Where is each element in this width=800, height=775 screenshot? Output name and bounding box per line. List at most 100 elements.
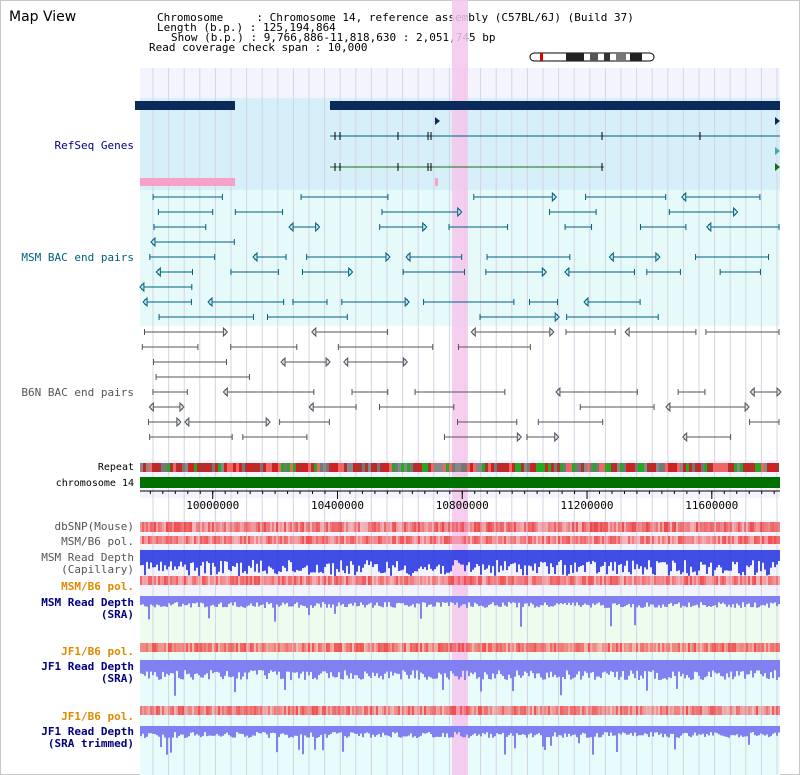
repeat-element[interactable] bbox=[629, 463, 632, 472]
repeat-element[interactable] bbox=[722, 463, 725, 472]
repeat-element[interactable] bbox=[593, 463, 596, 472]
track-label-repeat[interactable]: Repeat bbox=[98, 462, 134, 473]
repeat-element[interactable] bbox=[413, 463, 416, 472]
repeat-element[interactable] bbox=[743, 463, 746, 472]
quant-track-label[interactable]: JF1 Read Depth bbox=[41, 725, 134, 738]
repeat-element[interactable] bbox=[218, 463, 221, 472]
gene-arrow[interactable] bbox=[435, 117, 440, 125]
repeat-element[interactable] bbox=[263, 463, 266, 472]
repeat-element[interactable] bbox=[719, 463, 722, 472]
repeat-element[interactable] bbox=[704, 463, 707, 472]
repeat-element[interactable] bbox=[371, 463, 374, 472]
repeat-element[interactable] bbox=[767, 463, 770, 472]
repeat-element[interactable] bbox=[620, 463, 623, 472]
repeat-element[interactable] bbox=[398, 463, 401, 472]
repeat-element[interactable] bbox=[587, 463, 590, 472]
repeat-element[interactable] bbox=[728, 463, 731, 472]
repeat-element[interactable] bbox=[281, 463, 284, 472]
quant-track-label[interactable]: MSM Read Depth bbox=[41, 596, 134, 609]
repeat-element[interactable] bbox=[173, 463, 176, 472]
repeat-element[interactable] bbox=[155, 463, 158, 472]
repeat-element[interactable] bbox=[677, 463, 680, 472]
repeat-element[interactable] bbox=[248, 463, 251, 472]
repeat-element[interactable] bbox=[242, 463, 245, 472]
repeat-element[interactable] bbox=[440, 463, 443, 472]
repeat-element[interactable] bbox=[449, 463, 452, 472]
track-label-msm-bac[interactable]: MSM BAC end pairs bbox=[21, 251, 134, 264]
repeat-element[interactable] bbox=[686, 463, 689, 472]
repeat-element[interactable] bbox=[758, 463, 761, 472]
repeat-element[interactable] bbox=[656, 463, 659, 472]
repeat-element[interactable] bbox=[776, 463, 779, 472]
repeat-element[interactable] bbox=[446, 463, 449, 472]
repeat-element[interactable] bbox=[146, 463, 149, 472]
repeat-element[interactable] bbox=[485, 463, 488, 472]
repeat-element[interactable] bbox=[662, 463, 665, 472]
repeat-element[interactable] bbox=[356, 463, 359, 472]
quant-track-msm_b6_pol_1[interactable] bbox=[140, 536, 780, 544]
repeat-element[interactable] bbox=[764, 463, 767, 472]
repeat-element[interactable] bbox=[314, 463, 317, 472]
repeat-element[interactable] bbox=[614, 463, 617, 472]
repeat-element[interactable] bbox=[194, 463, 197, 472]
repeat-element[interactable] bbox=[395, 463, 398, 472]
repeat-element[interactable] bbox=[452, 463, 455, 472]
repeat-element[interactable] bbox=[209, 463, 212, 472]
repeat-element[interactable] bbox=[302, 463, 305, 472]
repeat-element[interactable] bbox=[554, 463, 557, 472]
quant-track-label[interactable]: dbSNP(Mouse) bbox=[55, 520, 134, 533]
repeat-element[interactable] bbox=[224, 463, 227, 472]
repeat-element[interactable] bbox=[278, 463, 281, 472]
repeat-element[interactable] bbox=[665, 463, 668, 472]
repeat-element[interactable] bbox=[746, 463, 749, 472]
repeat-element[interactable] bbox=[494, 463, 497, 472]
repeat-element[interactable] bbox=[233, 463, 236, 472]
quant-track-label[interactable]: (SRA) bbox=[101, 608, 134, 621]
repeat-element[interactable] bbox=[599, 463, 602, 472]
repeat-element[interactable] bbox=[299, 463, 302, 472]
repeat-element[interactable] bbox=[251, 463, 254, 472]
quant-track-msm_depth_cap[interactable] bbox=[140, 550, 780, 576]
repeat-element[interactable] bbox=[221, 463, 224, 472]
chromosome-bar[interactable] bbox=[140, 477, 780, 488]
repeat-element[interactable] bbox=[755, 463, 758, 472]
repeat-element[interactable] bbox=[476, 463, 479, 472]
repeat-element[interactable] bbox=[752, 463, 755, 472]
repeat-element[interactable] bbox=[545, 463, 548, 472]
repeat-element[interactable] bbox=[479, 463, 482, 472]
quant-tracks[interactable] bbox=[140, 522, 780, 755]
repeat-element[interactable] bbox=[206, 463, 209, 472]
repeat-element[interactable] bbox=[575, 463, 578, 472]
repeat-element[interactable] bbox=[521, 463, 524, 472]
repeat-element[interactable] bbox=[311, 463, 314, 472]
repeat-element[interactable] bbox=[389, 463, 392, 472]
repeat-element[interactable] bbox=[287, 463, 290, 472]
repeat-element[interactable] bbox=[182, 463, 185, 472]
repeat-element[interactable] bbox=[296, 463, 299, 472]
repeat-element[interactable] bbox=[710, 463, 713, 472]
gene-arrow[interactable] bbox=[775, 147, 780, 155]
repeat-element[interactable] bbox=[659, 463, 662, 472]
repeat-element[interactable] bbox=[713, 463, 716, 472]
repeat-element[interactable] bbox=[680, 463, 683, 472]
quant-track-label[interactable]: MSM/B6 pol. bbox=[61, 535, 134, 548]
repeat-element[interactable] bbox=[425, 463, 428, 472]
quant-track-jf1_b6_pol_2[interactable] bbox=[140, 706, 780, 715]
repeat-element[interactable] bbox=[293, 463, 296, 472]
repeat-element[interactable] bbox=[434, 463, 437, 472]
repeat-element[interactable] bbox=[335, 463, 338, 472]
quant-track-jf1_depth_sra[interactable] bbox=[140, 660, 780, 696]
repeat-element[interactable] bbox=[707, 463, 710, 472]
repeat-element[interactable] bbox=[284, 463, 287, 472]
repeat-element[interactable] bbox=[431, 463, 434, 472]
repeat-element[interactable] bbox=[344, 463, 347, 472]
repeat-element[interactable] bbox=[608, 463, 611, 472]
repeat-element[interactable] bbox=[674, 463, 677, 472]
repeat-element[interactable] bbox=[671, 463, 674, 472]
repeat-element[interactable] bbox=[365, 463, 368, 472]
repeat-element[interactable] bbox=[542, 463, 545, 472]
repeat-element[interactable] bbox=[458, 463, 461, 472]
repeat-element[interactable] bbox=[380, 463, 383, 472]
repeat-element[interactable] bbox=[668, 463, 671, 472]
repeat-element[interactable] bbox=[596, 463, 599, 472]
